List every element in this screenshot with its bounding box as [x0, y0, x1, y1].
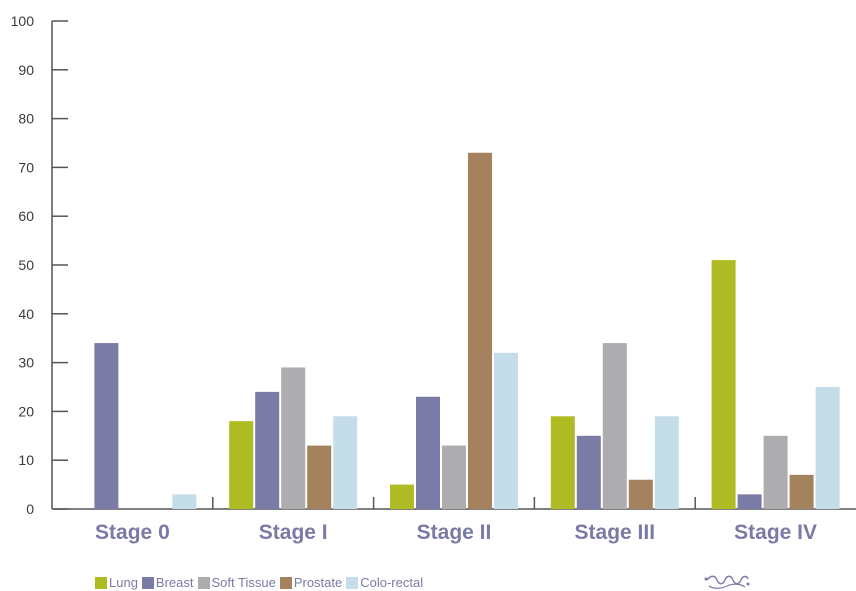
bar-colo-rectal [815, 387, 840, 509]
bar-breast [737, 494, 762, 509]
legend-item: Lung [95, 575, 138, 590]
y-tick-label: 20 [18, 403, 34, 419]
y-tick-label: 10 [18, 452, 34, 468]
legend-label: Breast [155, 575, 194, 590]
bar-breast [576, 435, 601, 509]
bar-prostate [789, 474, 814, 509]
legend-swatch [141, 576, 154, 589]
category-label: Stage I [259, 521, 328, 544]
bar-lung [550, 416, 575, 509]
bar-lung [390, 484, 414, 509]
bar-prostate [307, 445, 332, 509]
bar-soft-tissue [281, 367, 306, 509]
y-tick-label: 100 [11, 13, 35, 29]
y-tick-label: 40 [18, 306, 34, 322]
legend-label: Prostate [293, 575, 343, 590]
category-label: Stage III [575, 521, 656, 544]
legend-swatch [197, 576, 210, 589]
bar-soft-tissue [442, 445, 466, 509]
y-axis: 0 10 20 30 40 50 60 70 80 90 100 [11, 13, 68, 517]
bar-colo-rectal [494, 352, 518, 509]
legend-item: Prostate [279, 575, 343, 590]
bar-soft-tissue [763, 435, 788, 509]
y-tick-label: 60 [18, 208, 34, 224]
category-label: Stage IV [734, 521, 817, 544]
logo-icon [704, 575, 750, 589]
y-tick-label: 0 [26, 501, 34, 517]
legend-label: Colo-rectal [360, 575, 424, 590]
y-tick-label: 80 [18, 111, 34, 127]
y-tick-label: 50 [18, 257, 34, 273]
legend-label: Lung [109, 575, 138, 590]
legend-item: Colo-rectal [346, 575, 423, 590]
y-tick-label: 90 [18, 62, 34, 78]
bar-prostate [468, 152, 492, 509]
legend-swatch [346, 576, 359, 589]
bar-prostate [628, 479, 653, 509]
legend-item: Breast [141, 575, 194, 590]
legend-item: Soft Tissue [197, 575, 276, 590]
bar-lung [711, 260, 736, 509]
bar-colo-rectal [333, 416, 358, 509]
bar-breast [255, 391, 280, 509]
category-label: Stage 0 [95, 521, 170, 544]
legend: Lung Breast Soft Tissue Prostate Colo-rectal [95, 575, 427, 590]
y-tick-label: 70 [18, 159, 34, 175]
bar-breast [416, 396, 440, 509]
y-tick-label: 30 [18, 355, 34, 371]
bar-colo-rectal [172, 494, 197, 509]
bar-breast [94, 343, 119, 509]
category-label: Stage II [417, 521, 492, 544]
legend-swatch [95, 576, 107, 589]
legend-label: Soft Tissue [211, 575, 276, 590]
bar-colo-rectal [654, 416, 679, 509]
bar-lung [229, 421, 254, 509]
bars [94, 152, 840, 509]
legend-swatch [279, 576, 292, 589]
bar-soft-tissue [602, 343, 627, 509]
